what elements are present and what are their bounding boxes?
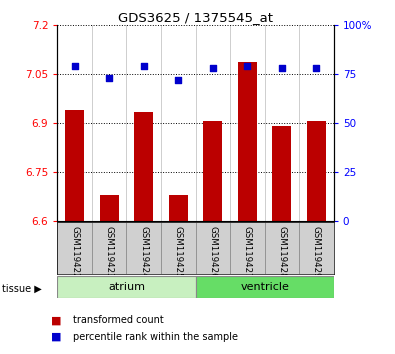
Text: ■: ■ (51, 315, 62, 325)
Bar (169, 195, 188, 221)
Bar (196, 275, 334, 298)
Point (106, 75, 112, 81)
Point (141, 63, 147, 69)
Text: GSM119428: GSM119428 (277, 226, 286, 279)
Text: tissue ▶: tissue ▶ (2, 284, 42, 294)
Point (244, 63, 250, 69)
Text: GSM119423: GSM119423 (105, 226, 114, 279)
Text: GSM119429: GSM119429 (312, 226, 321, 279)
Point (175, 77, 181, 82)
Bar (273, 126, 292, 221)
Bar (92, 222, 126, 274)
Text: ■: ■ (51, 332, 62, 342)
Bar (57, 275, 196, 298)
Bar (57, 222, 92, 274)
Point (71, 63, 78, 69)
Text: ventricle: ventricle (240, 281, 289, 292)
Text: transformed count: transformed count (73, 315, 164, 325)
Bar (203, 121, 222, 221)
Text: atrium: atrium (108, 281, 145, 292)
Bar (299, 222, 334, 274)
Bar (134, 112, 153, 221)
Bar (100, 195, 118, 221)
Text: GSM119422: GSM119422 (70, 226, 79, 279)
Point (313, 65, 320, 71)
Text: GSM119426: GSM119426 (208, 226, 217, 279)
Title: GDS3625 / 1375545_at: GDS3625 / 1375545_at (118, 11, 273, 24)
Bar (230, 222, 265, 274)
Point (210, 65, 216, 71)
Bar (307, 121, 326, 221)
Bar (238, 62, 257, 221)
Text: GSM119427: GSM119427 (243, 226, 252, 279)
Bar (265, 222, 299, 274)
Bar (196, 222, 230, 274)
Text: GSM119424: GSM119424 (139, 226, 148, 279)
Text: GSM119425: GSM119425 (174, 226, 183, 279)
Bar (65, 110, 84, 221)
Bar (161, 222, 196, 274)
Point (279, 65, 285, 71)
Text: percentile rank within the sample: percentile rank within the sample (73, 332, 238, 342)
Bar (126, 222, 161, 274)
